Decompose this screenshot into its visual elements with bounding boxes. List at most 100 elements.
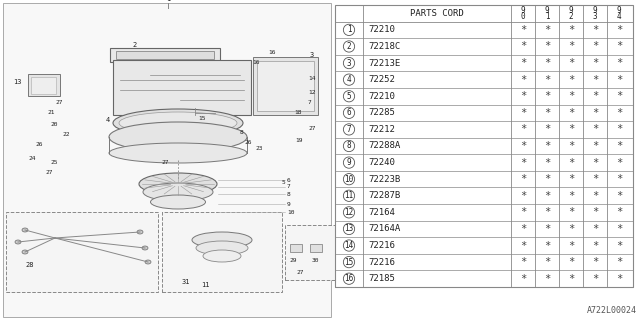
Text: *: *: [616, 174, 622, 184]
Bar: [310, 244, 322, 252]
Text: *: *: [520, 124, 526, 134]
Text: *: *: [544, 124, 550, 134]
Text: 10: 10: [344, 175, 354, 184]
Text: *: *: [520, 207, 526, 217]
Text: *: *: [568, 42, 574, 52]
Text: *: *: [592, 274, 598, 284]
Text: *: *: [568, 141, 574, 151]
Text: *: *: [544, 191, 550, 201]
Ellipse shape: [109, 143, 247, 163]
Circle shape: [344, 256, 355, 268]
Text: *: *: [544, 174, 550, 184]
Text: *: *: [568, 257, 574, 267]
Ellipse shape: [150, 195, 205, 209]
Text: 2: 2: [133, 42, 137, 48]
Text: *: *: [520, 274, 526, 284]
Text: 72288A: 72288A: [368, 141, 400, 150]
Text: *: *: [616, 42, 622, 52]
Text: *: *: [544, 141, 550, 151]
Text: 0: 0: [521, 12, 525, 21]
Text: 9: 9: [617, 6, 621, 15]
Text: 9: 9: [545, 6, 549, 15]
Text: *: *: [520, 25, 526, 35]
Circle shape: [344, 107, 355, 118]
Text: 25: 25: [50, 159, 58, 164]
Text: *: *: [568, 157, 574, 168]
Text: *: *: [520, 108, 526, 118]
Text: 9: 9: [569, 6, 573, 15]
Text: 19: 19: [295, 138, 303, 142]
Text: 5: 5: [347, 92, 351, 101]
Text: 72216: 72216: [368, 241, 395, 250]
Text: 72164A: 72164A: [368, 224, 400, 234]
Text: *: *: [592, 25, 598, 35]
Text: *: *: [592, 124, 598, 134]
Text: 6: 6: [347, 108, 351, 117]
Text: 18: 18: [294, 109, 301, 115]
Circle shape: [344, 190, 355, 201]
Text: 1: 1: [166, 0, 170, 2]
Text: *: *: [568, 58, 574, 68]
Text: *: *: [520, 141, 526, 151]
Text: *: *: [520, 224, 526, 234]
Text: 9: 9: [521, 6, 525, 15]
Text: 27: 27: [308, 125, 316, 131]
Text: *: *: [568, 207, 574, 217]
Text: 6: 6: [287, 178, 291, 182]
Bar: [285, 225, 340, 280]
Text: 27: 27: [55, 100, 63, 105]
Bar: [290, 244, 302, 252]
Text: 2: 2: [347, 42, 351, 51]
Text: *: *: [616, 108, 622, 118]
Text: *: *: [520, 191, 526, 201]
Circle shape: [344, 124, 355, 135]
Text: *: *: [616, 257, 622, 267]
Text: 10: 10: [287, 210, 294, 214]
Text: 72252: 72252: [368, 75, 395, 84]
Circle shape: [344, 223, 355, 235]
Text: 4: 4: [617, 12, 621, 21]
Text: *: *: [544, 91, 550, 101]
Text: 9: 9: [347, 158, 351, 167]
Bar: [253, 57, 318, 115]
Text: 26: 26: [244, 140, 252, 145]
Text: *: *: [520, 157, 526, 168]
Text: *: *: [592, 257, 598, 267]
Text: *: *: [544, 224, 550, 234]
Text: 26: 26: [35, 142, 42, 148]
Bar: [116, 51, 214, 59]
Text: *: *: [616, 157, 622, 168]
Text: 72287B: 72287B: [368, 191, 400, 200]
Circle shape: [344, 24, 355, 36]
Text: 9: 9: [593, 6, 597, 15]
Circle shape: [344, 57, 355, 69]
Text: *: *: [520, 42, 526, 52]
Ellipse shape: [139, 173, 217, 195]
Text: *: *: [592, 224, 598, 234]
Bar: [31, 77, 56, 94]
Text: *: *: [568, 75, 574, 85]
Text: 72212: 72212: [368, 125, 395, 134]
Text: *: *: [544, 257, 550, 267]
Text: *: *: [592, 58, 598, 68]
Text: *: *: [520, 91, 526, 101]
Text: *: *: [568, 274, 574, 284]
Text: 12: 12: [308, 90, 316, 94]
Text: 3: 3: [310, 52, 314, 58]
Text: *: *: [616, 75, 622, 85]
Text: 8: 8: [287, 191, 291, 196]
Text: 14: 14: [344, 241, 354, 250]
Text: *: *: [592, 241, 598, 251]
Ellipse shape: [119, 112, 237, 134]
Ellipse shape: [15, 240, 21, 244]
Text: *: *: [568, 25, 574, 35]
Text: 13: 13: [344, 224, 354, 234]
Circle shape: [344, 91, 355, 102]
Text: 29: 29: [289, 258, 297, 262]
FancyBboxPatch shape: [110, 48, 220, 62]
Circle shape: [344, 240, 355, 251]
Bar: [335, 5, 633, 287]
Text: 28: 28: [26, 262, 35, 268]
Bar: [6, 212, 158, 292]
Bar: [162, 212, 282, 292]
